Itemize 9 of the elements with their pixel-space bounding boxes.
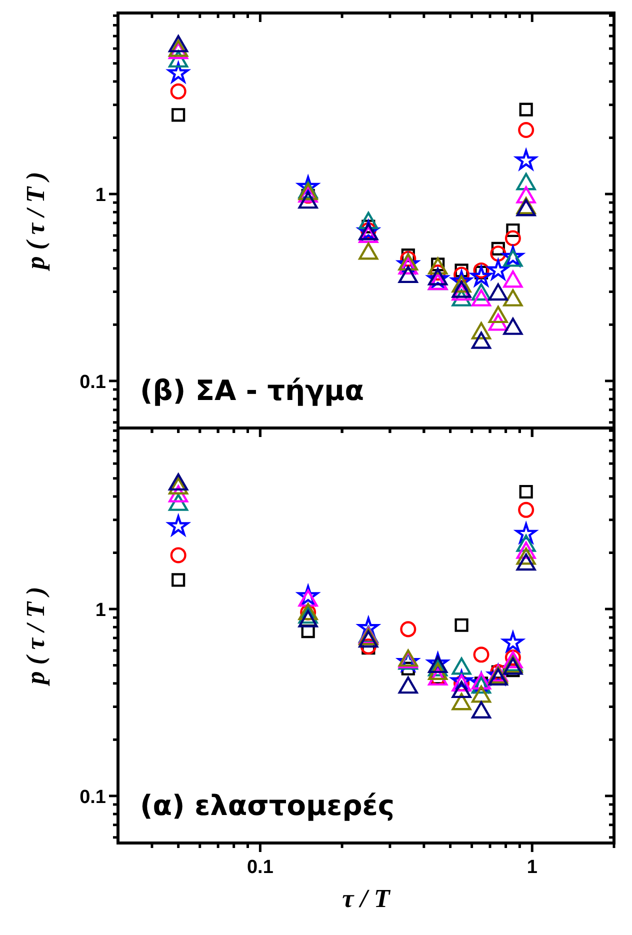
x-axis-title: τ / T [342,884,391,913]
y-tick-label: 1 [95,185,106,206]
y-axis-title: p ( τ / T ) [21,172,50,272]
y-tick-label: 0.1 [80,786,106,808]
annotation: (α) ελαστομερές [140,789,394,822]
y-tick-label: 0.1 [80,372,106,393]
y-axis-title: p ( τ / T ) [21,586,50,686]
annotation: (β) ΣΑ - τήγμα [140,374,364,407]
y-tick-label: 1 [95,600,106,622]
